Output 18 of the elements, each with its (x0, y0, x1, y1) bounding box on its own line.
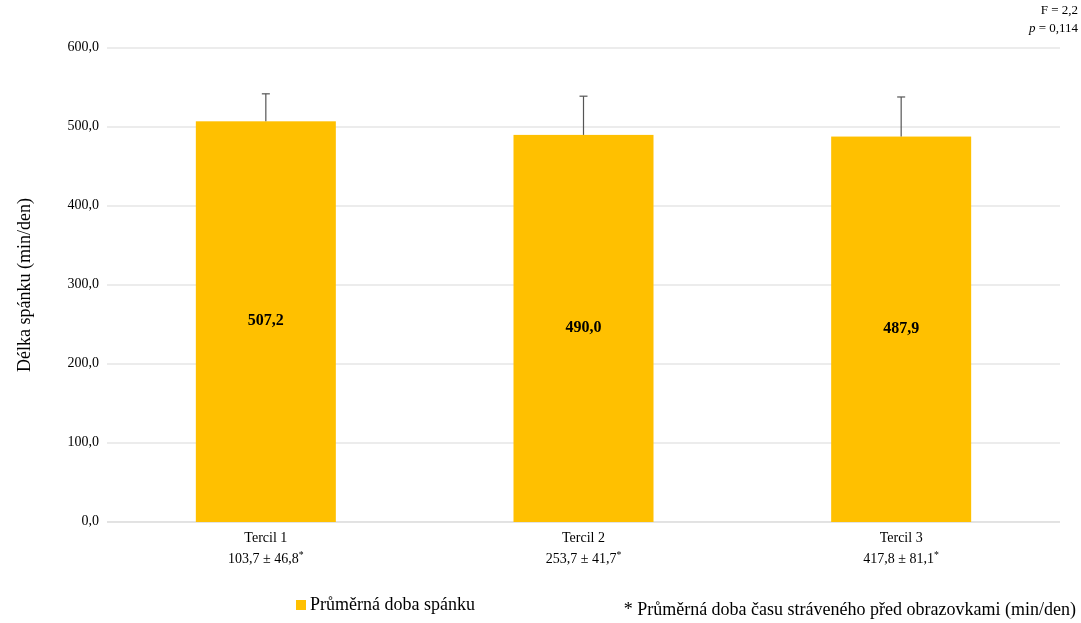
x-tick-label: Tercil 1 103,7 ± 46,8$^{*}$ (228, 530, 304, 566)
data-label: 490,0 (565, 318, 602, 336)
data-label: 487,9 (883, 318, 920, 336)
y-tick-label: 400,0 (67, 197, 99, 213)
y-tick-label: 600,0 (67, 39, 99, 55)
y-tick-label: 300,0 (67, 276, 99, 292)
x-tick-label: Tercil 3 417,8 ± 81,1$^{*}$ (863, 530, 940, 566)
x-tick-label: Tercil 2 253,7 ± 41,7$^{*}$ (545, 530, 622, 566)
y-tick-label: 100,0 (67, 434, 99, 450)
data-label: 507,2 (247, 311, 284, 329)
text: * Průměrná doba času stráveného před obrazovkami (min/den) (623, 599, 1076, 620)
y-tick-label: 0,0 (81, 513, 99, 529)
y-axis-title: Délka spánku (min/den) (14, 198, 35, 372)
y-tick-label: 200,0 (67, 355, 99, 371)
y-tick-label: 500,0 (67, 118, 99, 134)
legend-label: Průměrná doba spánku (310, 594, 475, 614)
text: F = 2,2 (1040, 2, 1078, 17)
text: p = 0,114 (1027, 20, 1079, 35)
